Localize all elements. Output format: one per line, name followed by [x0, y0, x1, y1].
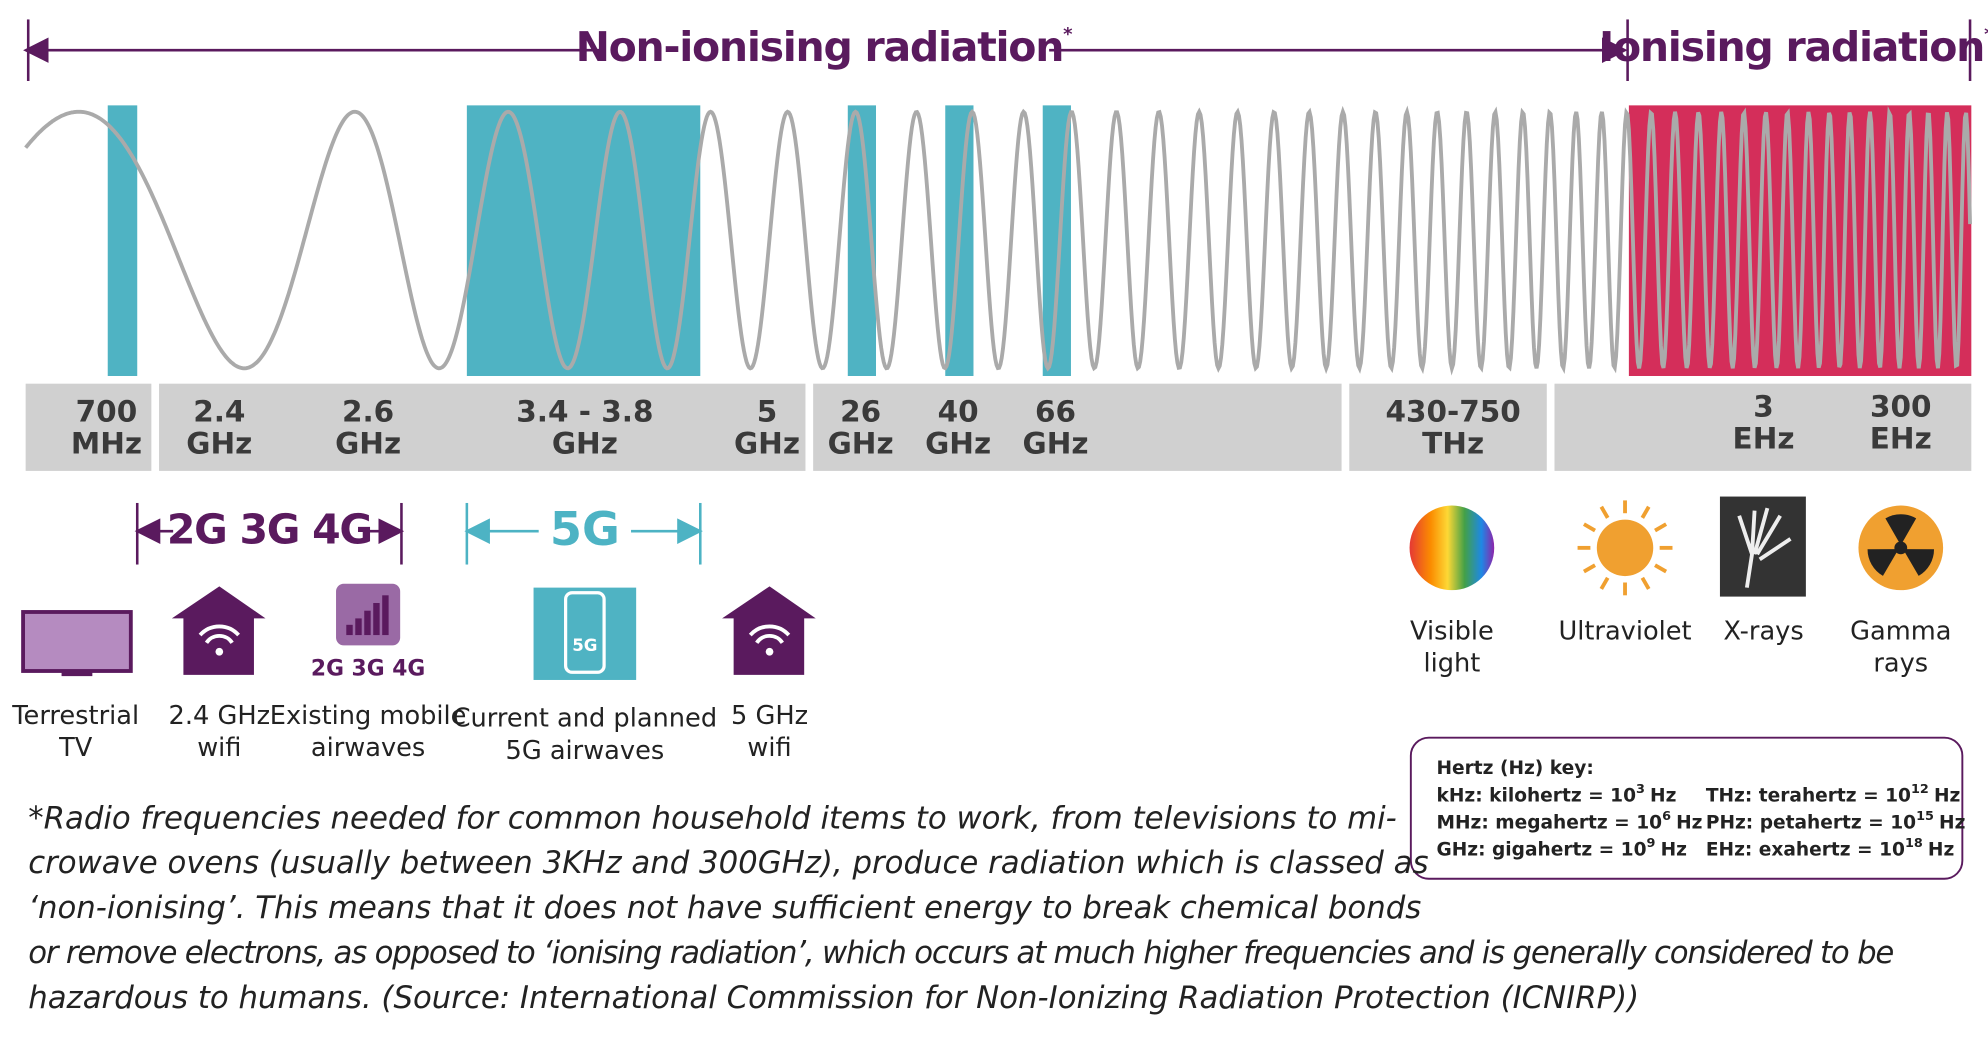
use-label: wifi	[747, 733, 791, 763]
frequency-value: 700	[76, 395, 138, 429]
key-box	[1409, 736, 1964, 880]
ray	[1654, 522, 1668, 533]
frequency-unit: GHz	[925, 427, 991, 461]
key-text: PHz: petahertz = 10	[1706, 812, 1916, 833]
label-strip	[25, 383, 1972, 471]
ionising-title: Ionising radiation*	[1599, 23, 1988, 71]
spectrum-label: Gamma	[1850, 617, 1951, 647]
key-item: kHz: kilohertz = 103 Hz	[1436, 781, 1676, 805]
frequency-unit: EHz	[1870, 422, 1932, 456]
key-title: Hertz (Hz) key:	[1436, 758, 1593, 779]
use-label: Existing mobile	[270, 701, 467, 731]
key-item: MHz: megahertz = 106 Hz	[1436, 808, 1702, 832]
frequency-unit: EHz	[1733, 422, 1795, 456]
frequency-unit: GHz	[734, 427, 800, 461]
key-text: GHz: gigahertz = 10	[1436, 839, 1646, 860]
frequency-value: 40	[938, 395, 979, 429]
key-text: MHz: megahertz = 10	[1436, 812, 1662, 833]
key-item: GHz: gigahertz = 109 Hz	[1436, 835, 1686, 859]
spectrum-label: Visible	[1410, 617, 1494, 647]
frequency-value: 2.6	[342, 395, 394, 429]
key-item: THz: terahertz = 1012 Hz	[1706, 781, 1961, 805]
spectrum-label: rays	[1873, 649, 1928, 679]
use-label: 5 GHz	[731, 701, 808, 731]
use-label: 5G airwaves	[506, 736, 665, 766]
key-exponent: 12	[1911, 781, 1929, 796]
use-label: 2.4 GHz	[169, 701, 271, 731]
key-item: EHz: exahertz = 1018 Hz	[1706, 835, 1954, 859]
frequency-unit: MHz	[71, 427, 142, 461]
frequency-value: 26	[840, 395, 881, 429]
use-label: Current and planned	[453, 704, 718, 734]
frequency-unit: GHz	[552, 427, 618, 461]
frequency-value: 3.4 - 3.8	[516, 395, 653, 429]
footnote-line: hazardous to humans. (Source: Internatio…	[28, 980, 1639, 1016]
use-label: TV	[58, 733, 93, 763]
frequency-value: 2.4	[193, 395, 245, 429]
key-unit: Hz	[1661, 839, 1687, 860]
ray	[1654, 563, 1668, 574]
key-text: EHz: exahertz = 10	[1706, 839, 1905, 860]
use-label: wifi	[197, 733, 241, 763]
frequency-unit: GHz	[335, 427, 401, 461]
frequency-unit: THz	[1422, 427, 1484, 461]
frequency-value: 5	[757, 395, 778, 429]
uv-icon	[1577, 500, 1673, 596]
non-ionising-title: Non-ionising radiation*	[576, 23, 1074, 71]
key-exponent: 18	[1905, 835, 1923, 850]
frequency-value: 430-750	[1385, 395, 1520, 429]
spectrum-label: light	[1423, 649, 1480, 679]
frequency-unit: GHz	[1023, 427, 1089, 461]
phone-icon	[533, 587, 637, 680]
key-unit: Hz	[1650, 785, 1676, 806]
ray	[1599, 505, 1610, 519]
radiation-icon	[1858, 505, 1944, 591]
use-label: Terrestrial	[11, 701, 139, 731]
frequency-unit: GHz	[828, 427, 894, 461]
phone-icon-text: 5G	[572, 636, 597, 655]
key-exponent: 6	[1662, 808, 1671, 823]
key-unit: Hz	[1676, 812, 1702, 833]
wave	[24, 105, 1972, 376]
mobile-icon	[336, 583, 401, 646]
frequency-unit: GHz	[186, 427, 252, 461]
use-label: airwaves	[311, 733, 425, 763]
ray	[1599, 576, 1610, 590]
key-exponent: 3	[1636, 781, 1645, 796]
house-icon	[722, 586, 816, 675]
key-item: PHz: petahertz = 1015 Hz	[1706, 808, 1966, 832]
key-exponent: 9	[1647, 835, 1656, 850]
key-text: kHz: kilohertz = 10	[1436, 785, 1636, 806]
spectrum-label: X-rays	[1723, 617, 1803, 647]
footnote-line: or remove electrons, as opposed to ‘ioni…	[28, 935, 1894, 971]
house-icon	[171, 586, 266, 675]
fiveg-label: 5G	[550, 502, 620, 556]
legacy-label: 2G 3G 4G	[167, 505, 372, 553]
ray	[1582, 522, 1597, 533]
xray-icon	[1719, 496, 1806, 597]
tv-icon	[21, 610, 133, 677]
visible-light-icon	[1409, 505, 1495, 591]
key-exponent: 15	[1916, 808, 1934, 823]
key-unit: Hz	[1939, 812, 1965, 833]
key-text: THz: terahertz = 10	[1706, 785, 1911, 806]
mobile-icon-text: 2G 3G 4G	[311, 657, 425, 682]
frequency-value: 3	[1753, 390, 1774, 424]
key-unit: Hz	[1934, 785, 1960, 806]
fiveg-bracket	[464, 502, 703, 565]
footnote-line: *Radio frequencies needed for common hou…	[28, 800, 1397, 836]
footnote-line: crowave ovens (usually between 3KHz and …	[28, 845, 1428, 881]
ray	[1640, 505, 1651, 519]
legacy-bracket	[134, 502, 405, 565]
spectrum-label: Ultraviolet	[1558, 617, 1691, 647]
ray	[1640, 576, 1651, 590]
frequency-value: 66	[1035, 395, 1076, 429]
key-unit: Hz	[1928, 839, 1954, 860]
frequency-bands	[107, 105, 1071, 376]
ray	[1582, 563, 1597, 574]
frequency-value: 300	[1870, 390, 1932, 424]
footnote-line: ‘non-ionising’. This means that it does …	[28, 890, 1421, 926]
